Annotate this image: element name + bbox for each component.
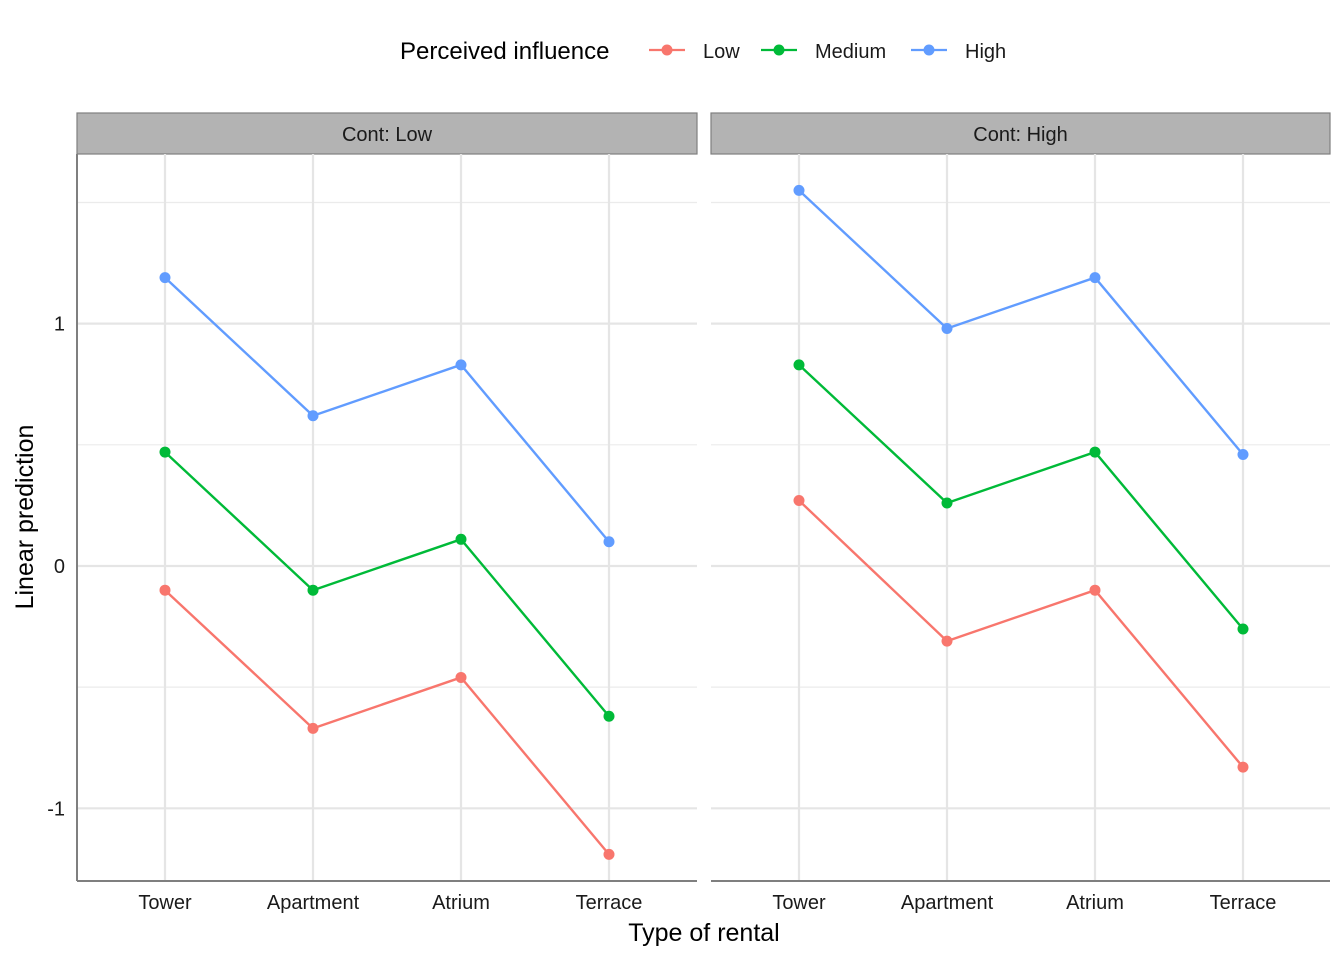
legend-label: High [965,41,1006,63]
data-point [603,710,615,722]
series-medium [159,446,615,722]
series-low [159,584,615,860]
x-tick-label: Terrace [576,892,643,914]
data-point [159,584,171,596]
x-tick-label: Tower [138,892,192,914]
y-tick-label: -1 [47,798,65,820]
series-high [159,272,615,548]
data-point [307,722,319,734]
y-axis-title: Linear prediction [11,425,39,610]
x-axis-title: Type of rental [628,919,779,947]
data-point [159,446,171,458]
data-point [793,495,805,507]
legend-title: Perceived influence [400,38,609,65]
series-high [793,184,1249,460]
data-point [455,533,467,545]
x-tick-label: Terrace [1210,892,1277,914]
legend: Perceived influence Low Medium High [400,38,1006,65]
data-point [1089,584,1101,596]
legend-item-low: Low [649,41,740,63]
series-line [164,276,610,543]
legend-key-point [923,44,935,56]
legend-item-high: High [911,41,1006,63]
series-line [164,451,610,717]
facet-strip-label: Cont: High [973,124,1068,146]
legend-key-point [773,44,785,56]
data-point [941,322,953,334]
data-point [455,359,467,371]
series-line [798,363,1244,630]
data-point [1089,446,1101,458]
series-line [164,589,610,856]
legend-key-point [661,44,673,56]
y-tick-label: 1 [54,314,65,336]
y-tick-label: 0 [54,556,65,578]
facet-strip-label: Cont: Low [342,124,433,146]
data-point [793,359,805,371]
data-point [1237,623,1249,635]
series-line [798,499,1244,768]
data-point [941,497,953,509]
series-line [798,189,1244,456]
facet-strip [76,112,698,155]
data-point [159,272,171,284]
data-point [1237,448,1249,460]
data-point [1237,761,1249,773]
facet-strip [710,112,1331,155]
data-point [603,536,615,548]
facet-panel-1: Cont: Low -1 0 1 Tower Apartment Atrium Terrace [47,112,698,914]
legend-item-medium: Medium [761,41,886,63]
x-tick-label: Atrium [1066,892,1124,914]
facet-panel-2: Cont: High Tower Apartment Atrium Terrace [710,112,1331,914]
legend-label: Medium [815,41,886,63]
x-tick-label: Apartment [267,892,360,914]
x-tick-label: Tower [772,892,826,914]
data-point [455,671,467,683]
data-point [603,848,615,860]
x-tick-label: Atrium [432,892,490,914]
series-medium [793,359,1249,635]
data-point [941,635,953,647]
data-point [1089,272,1101,284]
legend-label: Low [703,41,740,63]
x-tick-label: Apartment [901,892,994,914]
data-point [307,410,319,422]
series-low [793,495,1249,773]
data-point [307,584,319,596]
data-point [793,184,805,196]
